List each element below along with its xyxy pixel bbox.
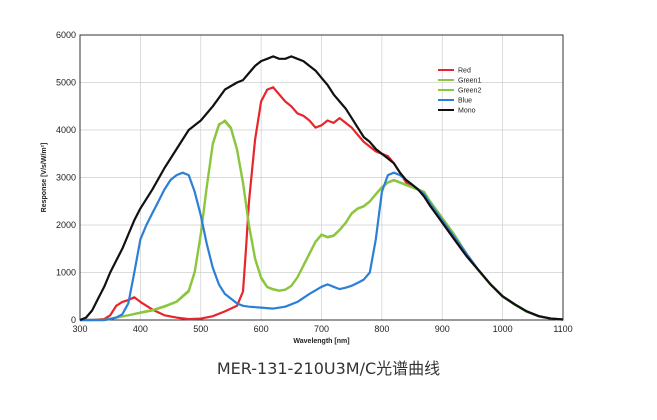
y-tick-label: 5000 [56, 78, 76, 88]
x-tick-label: 500 [193, 324, 208, 334]
x-tick-label: 600 [254, 324, 269, 334]
legend-label-red: Red [458, 68, 471, 75]
y-tick-label: 0 [71, 315, 76, 325]
y-tick-label: 2000 [56, 220, 76, 230]
x-tick-label: 900 [435, 324, 450, 334]
y-tick-label: 6000 [56, 30, 76, 40]
legend-label-green2: Green2 [458, 88, 481, 95]
y-tick-label: 1000 [56, 268, 76, 278]
x-tick-label: 400 [133, 324, 148, 334]
chart-legend: Red Green1 Green2 Blue Mono [438, 68, 481, 115]
chart-series [79, 55, 564, 322]
x-tick-label: 1000 [493, 324, 513, 334]
y-axis-label: Response [V/s/W/m²] [41, 143, 48, 213]
x-tick-label: 1100 [553, 324, 572, 334]
legend-label-blue: Blue [458, 98, 472, 105]
chart-axes: 0 1000 2000 3000 4000 5000 6000 300 400 500 600 700… [56, 30, 573, 334]
legend-label-mono: Mono [458, 108, 476, 115]
legend-label-green1: Green1 [458, 78, 481, 85]
y-tick-label: 3000 [56, 173, 76, 183]
chart-grid [79, 34, 564, 321]
plot-frame [79, 34, 564, 321]
y-tick-label: 4000 [56, 125, 76, 135]
series-line-green2 [80, 120, 564, 322]
chart-caption: MER-131-210U3M/C光谱曲线 [216, 359, 441, 378]
series-line-mono [79, 55, 564, 322]
x-tick-label: 300 [72, 324, 87, 334]
x-tick-label: 700 [314, 324, 329, 334]
spectral-response-chart: 0 1000 2000 3000 4000 5000 6000 300 400 500 600 700… [41, 30, 573, 345]
x-axis-label: Wavelength [nm] [293, 338, 349, 345]
series-line-blue [80, 171, 564, 322]
x-tick-label: 800 [374, 324, 389, 334]
